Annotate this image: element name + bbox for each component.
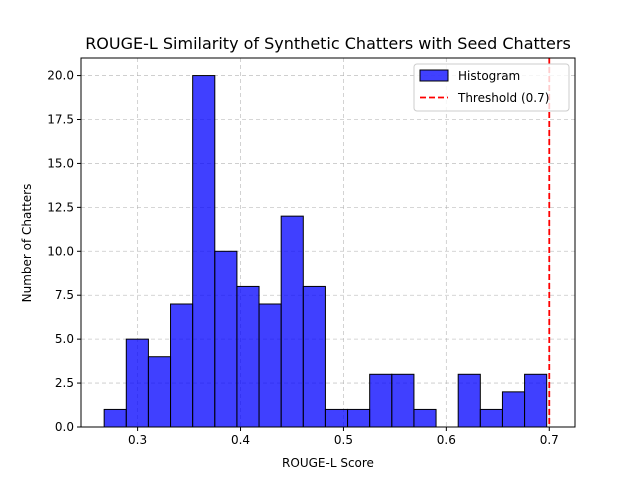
- histogram-bar: [501, 391, 526, 428]
- x-axis-label: ROUGE-L Score: [282, 456, 374, 470]
- legend-histogram-swatch: [419, 69, 449, 82]
- y-tick-label: 0.0: [55, 420, 74, 434]
- y-axis-ticks: 0.0 2.5 5.0 7.5 10.0 12.5 15.0 17.5 20.0: [47, 69, 81, 434]
- y-tick-label: 20.0: [47, 69, 74, 83]
- histogram-bar: [170, 303, 194, 428]
- histogram-bar: [236, 285, 260, 428]
- y-axis-label: Number of Chatters: [20, 184, 34, 303]
- legend-histogram-label: Histogram: [458, 69, 520, 83]
- histogram-bar: [479, 408, 503, 428]
- histogram-bar: [391, 373, 415, 428]
- chart-title: ROUGE-L Similarity of Synthetic Chatters…: [85, 34, 571, 53]
- x-tick-label: 0.5: [334, 433, 353, 447]
- x-axis-ticks: 0.3 0.4 0.5 0.6 0.7: [128, 427, 559, 447]
- y-tick-label: 15.0: [47, 156, 74, 170]
- x-tick-label: 0.7: [540, 433, 559, 447]
- y-tick-label: 7.5: [55, 288, 74, 302]
- histogram-bar: [524, 373, 548, 428]
- histogram-bar: [280, 215, 304, 428]
- histogram-bar: [369, 373, 393, 428]
- x-tick-label: 0.4: [231, 433, 250, 447]
- y-tick-label: 5.0: [55, 332, 74, 346]
- y-tick-label: 12.5: [47, 200, 74, 214]
- histogram-bar: [214, 250, 238, 428]
- histogram-bar: [347, 408, 371, 428]
- histogram-bar: [324, 408, 349, 428]
- bars: [103, 75, 548, 428]
- legend-threshold-label: Threshold (0.7): [457, 91, 549, 105]
- histogram-bar: [413, 408, 437, 428]
- histogram-bar: [192, 75, 216, 428]
- histogram-bar: [258, 303, 282, 428]
- histogram-bar: [147, 356, 172, 428]
- plot-frame: [80, 57, 576, 428]
- histogram-bar: [125, 338, 149, 428]
- histogram-bar: [302, 285, 326, 428]
- x-tick-label: 0.3: [128, 433, 147, 447]
- histogram-bar: [103, 408, 127, 428]
- y-tick-label: 10.0: [47, 244, 74, 258]
- x-tick-label: 0.6: [437, 433, 456, 447]
- y-tick-label: 17.5: [47, 113, 74, 127]
- legend: Histogram Threshold (0.7): [413, 63, 570, 112]
- y-tick-label: 2.5: [55, 376, 74, 390]
- legend-box: [413, 63, 570, 112]
- histogram-bar: [457, 373, 481, 428]
